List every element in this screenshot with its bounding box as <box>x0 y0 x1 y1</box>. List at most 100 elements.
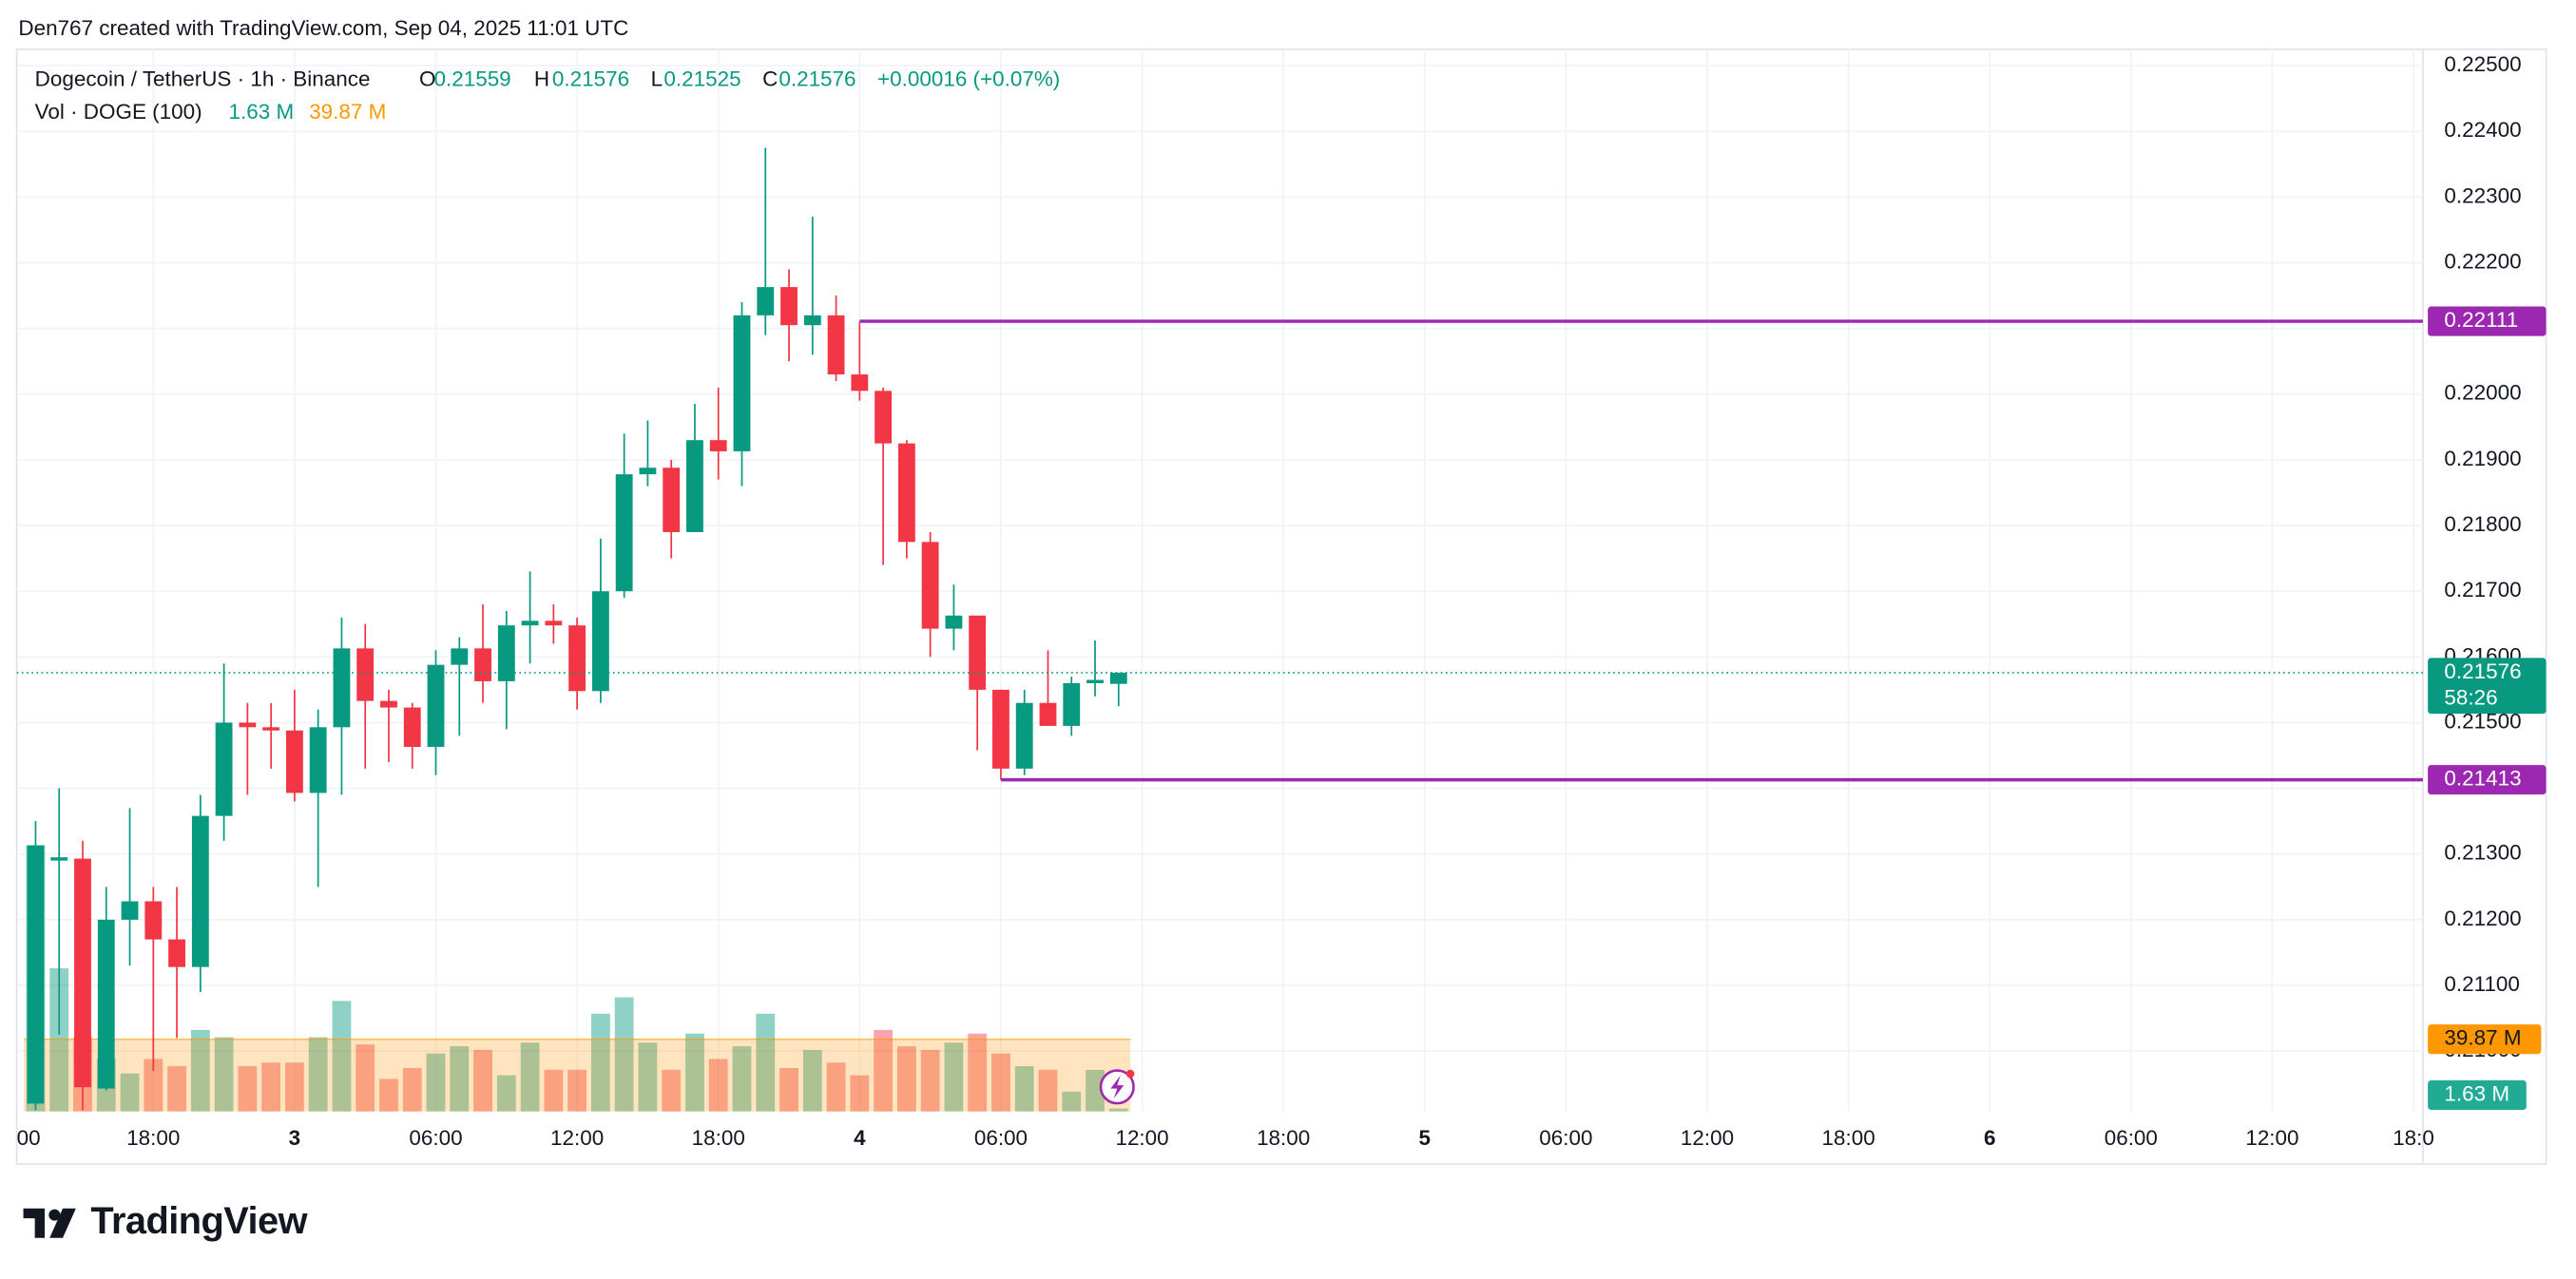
x-tick-label: 06:00 <box>1539 1126 1592 1150</box>
volume-bar <box>614 997 634 1112</box>
candle-body <box>309 727 327 793</box>
candle-body <box>215 722 233 816</box>
candle-body <box>921 542 939 629</box>
chart-title: Dogecoin / TetherUS · 1h · Binance <box>35 67 371 91</box>
level-label-box <box>2428 306 2547 336</box>
volume-bar <box>261 1062 281 1112</box>
x-tick-label: 4 <box>854 1126 866 1150</box>
volume-bar <box>662 1069 682 1112</box>
grid <box>16 48 2423 1112</box>
level-label: 0.22111 <box>2444 308 2518 332</box>
volume-bar <box>426 1053 446 1112</box>
volume-bar <box>544 1069 564 1112</box>
volume-bar <box>802 1049 822 1112</box>
volume-bar <box>1038 1069 1058 1112</box>
candle-body <box>168 939 185 967</box>
y-tick-label: 0.22000 <box>2444 381 2521 405</box>
volume-bar <box>473 1049 492 1112</box>
volume-bar <box>779 1067 798 1112</box>
y-tick-label: 0.21100 <box>2444 972 2519 996</box>
candle-body <box>545 620 563 626</box>
x-tick-label: 5 <box>1419 1126 1432 1150</box>
legend-high: 0.21576 <box>552 67 629 91</box>
attribution: Den767 created with TradingView.com, Sep… <box>18 16 628 40</box>
x-tick-label: 00 <box>17 1126 41 1150</box>
volume-bar <box>850 1075 870 1112</box>
volume-bar <box>356 1044 375 1112</box>
volume-bar <box>708 1059 728 1112</box>
volume-bar <box>756 1013 776 1112</box>
volume-bar <box>826 1062 846 1112</box>
x-tick-label: 18:00 <box>1822 1126 1875 1150</box>
candle-body <box>1015 702 1033 769</box>
volume-bar <box>308 1037 328 1112</box>
candles <box>27 147 1127 1111</box>
candle-body <box>427 664 445 748</box>
candle-body <box>121 901 139 920</box>
overlay: 0.225000.224000.223000.222000.221000.220… <box>17 52 2547 1150</box>
candle-body <box>851 374 869 391</box>
legend-change: +0.00016 (+0.07%) <box>877 67 1060 91</box>
candle-body <box>285 730 303 793</box>
y-tick-label: 0.21700 <box>2444 578 2521 601</box>
volume-bar <box>520 1042 540 1112</box>
volume-ma: 39.87 M <box>309 100 386 124</box>
y-tick-label: 0.22300 <box>2444 183 2521 207</box>
volume-bar <box>638 1042 658 1112</box>
volume-ma-axis-label: 39.87 M <box>2444 1026 2521 1050</box>
x-tick-label: 06:00 <box>2105 1126 2158 1150</box>
candle-body <box>875 391 893 444</box>
legend-close: 0.21576 <box>779 67 855 91</box>
x-tick-label: 06:00 <box>409 1126 462 1150</box>
candle-body <box>686 440 703 532</box>
candle-body <box>709 440 727 451</box>
volume-bar <box>214 1037 234 1112</box>
legend-open-label: O <box>419 67 435 91</box>
candle-body <box>803 315 821 326</box>
y-tick-label: 0.21200 <box>2444 907 2521 930</box>
x-tick-label: 18:00 <box>692 1126 745 1150</box>
candle-body <box>969 615 987 690</box>
candle-body <box>615 474 633 592</box>
volume-last-axis-label: 1.63 M <box>2444 1081 2509 1105</box>
volume-bar <box>920 1049 940 1112</box>
candle-body <box>663 468 681 532</box>
candle-body <box>497 625 515 681</box>
legend-close-label: C <box>762 67 778 91</box>
level-label-box <box>2428 765 2547 795</box>
candle-body <box>333 648 351 728</box>
volume-title: Vol · DOGE (100) <box>35 100 202 124</box>
candle-body <box>239 722 257 728</box>
x-tick-label: 18:00 <box>126 1126 180 1150</box>
candle-body <box>1109 672 1127 684</box>
x-tick-label: 18:00 <box>1257 1126 1310 1150</box>
alert-icon[interactable] <box>1099 1069 1135 1105</box>
candle-body <box>356 648 375 701</box>
candle-body <box>992 689 1009 769</box>
y-tick-label: 0.21900 <box>2444 447 2521 470</box>
volume-bar <box>190 1029 210 1112</box>
candle-body <box>568 625 586 692</box>
last-price-box <box>2428 658 2547 715</box>
candle-body <box>27 845 45 1104</box>
candle-body <box>733 315 751 451</box>
x-tick-label: 12:00 <box>1681 1126 1734 1150</box>
volume-bar <box>1014 1066 1034 1112</box>
candle-body <box>780 287 798 326</box>
volume-bar <box>1062 1091 1082 1112</box>
volume-bar <box>1108 1108 1128 1112</box>
candle-body <box>403 707 421 748</box>
volume-bar <box>732 1046 752 1112</box>
volume-bar <box>167 1066 186 1112</box>
y-tick-label: 0.21300 <box>2444 841 2521 865</box>
y-tick-label: 0.22200 <box>2444 249 2521 273</box>
last-price-label: 0.21576 <box>2444 659 2521 683</box>
volume-bar <box>1086 1069 1105 1112</box>
x-tick-label: 12:00 <box>1115 1126 1168 1150</box>
candle-body <box>591 591 609 692</box>
candle-body <box>191 815 209 967</box>
volume-bar <box>450 1046 470 1112</box>
candle-body <box>757 287 775 315</box>
legend-open: 0.21559 <box>434 67 511 91</box>
